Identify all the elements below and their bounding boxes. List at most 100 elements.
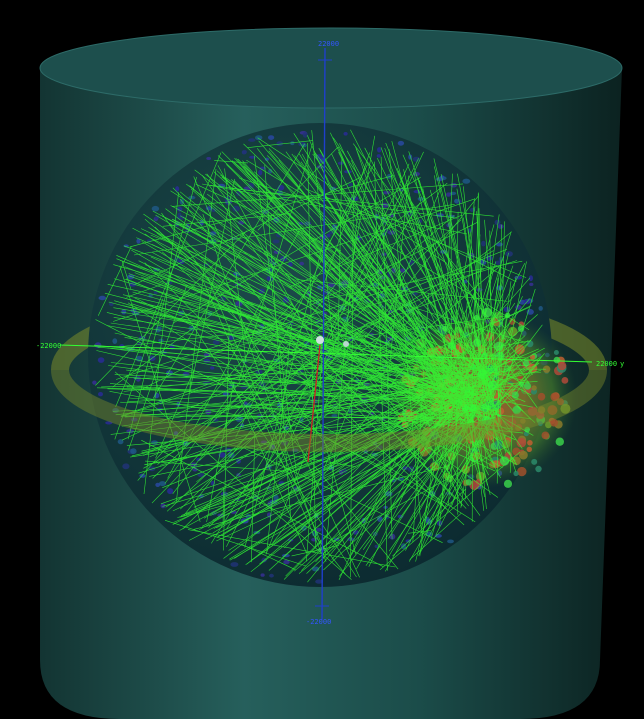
track-line [141, 439, 384, 567]
pmt-dot [218, 452, 227, 458]
track-line [454, 372, 505, 463]
pmt-dot [248, 138, 256, 142]
track-line [272, 366, 406, 544]
pmt-dot [374, 544, 379, 549]
pmt-dot [255, 135, 263, 141]
hit-cell [513, 470, 519, 477]
track-line [165, 520, 307, 567]
pmt-dot [412, 156, 421, 162]
pmt-dot [155, 482, 161, 487]
track-line [307, 397, 461, 583]
track-line [107, 388, 480, 400]
track-line [223, 324, 230, 551]
hit-cell [553, 356, 561, 364]
track-line [468, 276, 503, 413]
track-line [456, 385, 459, 515]
track-line [309, 187, 442, 503]
track-line [242, 162, 461, 408]
track-line [441, 369, 501, 479]
pmt-dot [494, 219, 501, 225]
pmt-dot [167, 488, 174, 495]
track-line [392, 488, 466, 557]
track-line [182, 309, 357, 578]
track-line [134, 297, 330, 392]
hit-cell [465, 479, 472, 486]
pmt-dot [97, 357, 105, 363]
track-line [496, 288, 536, 414]
track-line [338, 146, 447, 405]
pmt-dot [130, 448, 137, 455]
hit-cell [550, 392, 560, 402]
hit-cell [557, 361, 567, 371]
pmt-dot [447, 539, 454, 544]
hit-cell [526, 340, 534, 348]
track-line [324, 314, 469, 507]
pmt-dot [348, 182, 353, 187]
track-line [386, 298, 526, 343]
track-line [497, 415, 513, 429]
pmt-dot [205, 409, 212, 415]
track-line [257, 137, 447, 264]
pmt-dot [233, 271, 239, 276]
track-line [95, 230, 248, 386]
track-line [114, 374, 452, 389]
track-line [129, 175, 394, 248]
track-line [482, 348, 539, 373]
track-line [319, 164, 375, 260]
hit-cell [537, 392, 546, 401]
horizontal-axis [59, 344, 593, 363]
track-line [221, 176, 483, 372]
pmt-dot [331, 414, 338, 418]
track-line [486, 382, 517, 472]
vertex-track [307, 344, 321, 463]
track-line [368, 377, 460, 567]
track-line [216, 420, 474, 542]
pmt-dot [126, 274, 135, 280]
track-line [203, 375, 448, 519]
pmt-dot [158, 481, 167, 487]
track-line [484, 327, 513, 404]
hit-cell [527, 406, 538, 417]
track-line [217, 165, 322, 357]
track-line [123, 245, 450, 368]
track-line [128, 285, 187, 451]
track-line [165, 208, 443, 421]
track-line [245, 406, 470, 565]
track-line [223, 383, 452, 559]
pmt-dot [283, 559, 290, 565]
track-line [413, 171, 488, 486]
track-line [236, 308, 360, 578]
pmt-dot [299, 261, 305, 266]
track-line [380, 156, 393, 540]
track-line [229, 422, 473, 561]
track-line [266, 324, 293, 554]
vertex-marker-secondary [343, 341, 349, 347]
track-line [492, 353, 545, 416]
hit-cell [547, 405, 558, 416]
track-line [422, 188, 460, 383]
pmt-dot [276, 232, 282, 238]
hit-cell [561, 377, 569, 384]
track-line [226, 164, 446, 383]
hit-cell [535, 465, 542, 473]
track-line [472, 317, 538, 408]
track-line [172, 187, 375, 397]
pmt-dot [160, 503, 166, 509]
pmt-dot [411, 292, 418, 296]
hit-cell [553, 350, 559, 355]
track-line [456, 393, 516, 462]
track-line [477, 193, 480, 375]
track-line [330, 132, 462, 413]
track-line [387, 175, 410, 385]
hit-cell [517, 466, 527, 477]
track-line [127, 302, 476, 523]
track-line [408, 408, 498, 562]
pmt-dot [179, 198, 184, 205]
hit-cell [507, 326, 518, 337]
track-line [390, 171, 498, 380]
track-line [305, 188, 527, 278]
track-line [415, 373, 462, 562]
hit-cell [522, 360, 530, 367]
